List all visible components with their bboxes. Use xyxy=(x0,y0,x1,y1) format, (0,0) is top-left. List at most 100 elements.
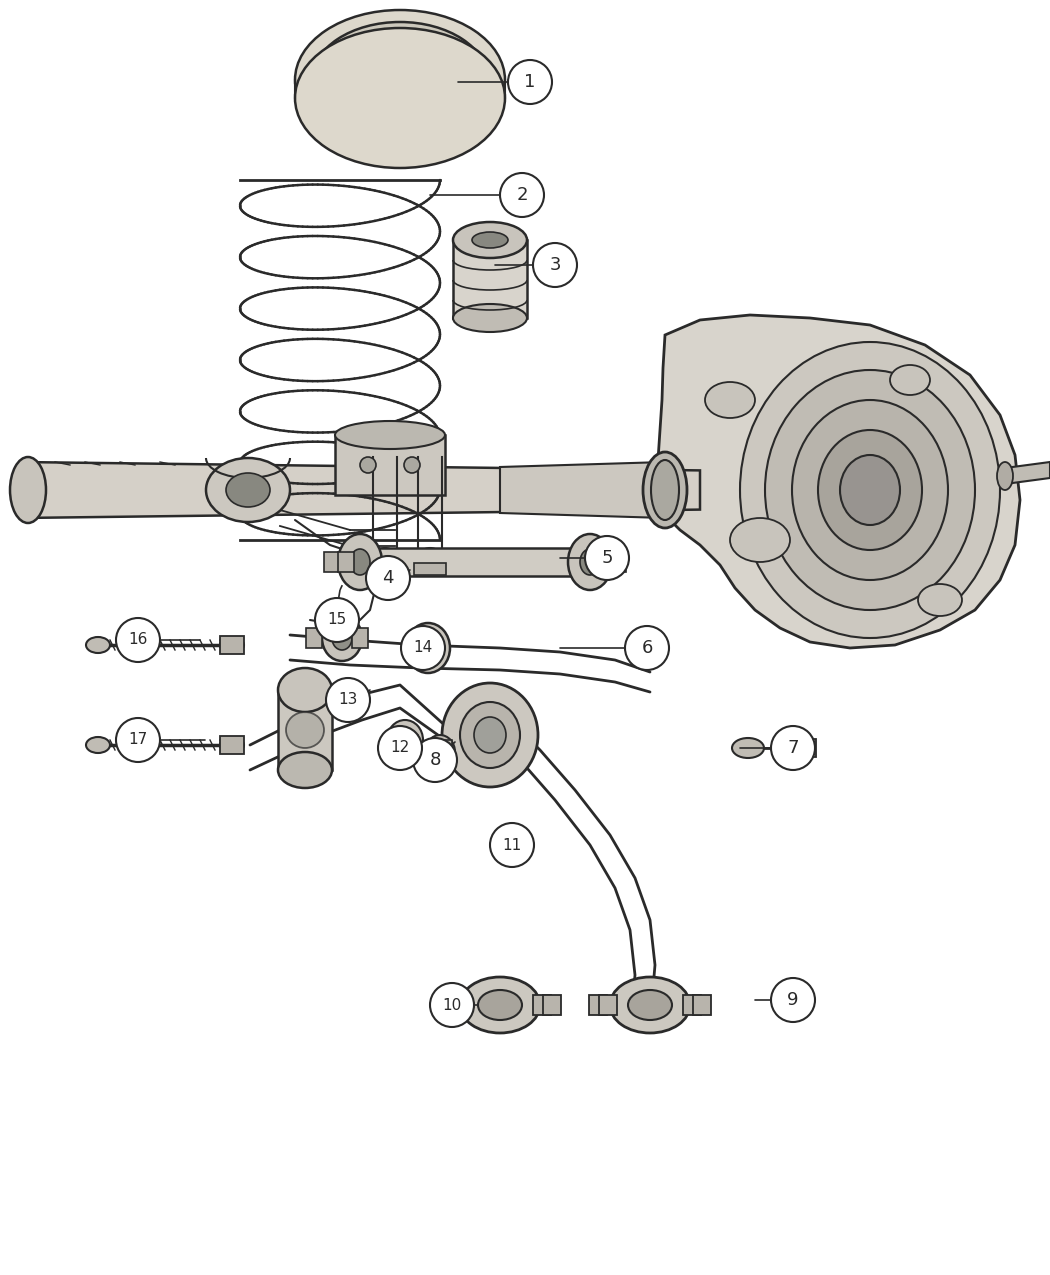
Circle shape xyxy=(500,173,544,217)
Text: 17: 17 xyxy=(128,733,148,747)
Text: 15: 15 xyxy=(328,612,347,627)
Ellipse shape xyxy=(332,626,352,650)
Polygon shape xyxy=(20,462,700,518)
Polygon shape xyxy=(335,435,445,495)
Ellipse shape xyxy=(442,683,538,787)
Circle shape xyxy=(508,60,552,105)
Circle shape xyxy=(430,983,474,1026)
Text: 10: 10 xyxy=(442,997,462,1012)
Circle shape xyxy=(401,626,445,669)
Polygon shape xyxy=(1005,462,1050,485)
Ellipse shape xyxy=(220,737,244,754)
Ellipse shape xyxy=(740,342,1000,638)
Ellipse shape xyxy=(460,703,520,768)
Ellipse shape xyxy=(404,456,420,473)
Ellipse shape xyxy=(226,473,270,507)
Polygon shape xyxy=(500,462,665,518)
Ellipse shape xyxy=(705,382,755,418)
Polygon shape xyxy=(352,629,367,648)
Ellipse shape xyxy=(478,989,522,1020)
Circle shape xyxy=(625,626,669,669)
Ellipse shape xyxy=(10,456,46,523)
Polygon shape xyxy=(533,994,551,1015)
Ellipse shape xyxy=(890,365,930,395)
Bar xyxy=(369,564,401,575)
Ellipse shape xyxy=(474,717,506,754)
Circle shape xyxy=(771,978,815,1023)
Ellipse shape xyxy=(568,534,612,590)
Ellipse shape xyxy=(453,222,527,258)
Ellipse shape xyxy=(338,38,462,122)
Ellipse shape xyxy=(278,752,332,788)
Polygon shape xyxy=(360,548,590,576)
Polygon shape xyxy=(598,994,617,1015)
Ellipse shape xyxy=(730,518,790,562)
Text: 1: 1 xyxy=(524,73,536,91)
Ellipse shape xyxy=(360,54,440,107)
Text: 5: 5 xyxy=(602,550,613,567)
Ellipse shape xyxy=(840,455,900,525)
Polygon shape xyxy=(655,315,1020,648)
Text: 14: 14 xyxy=(414,640,433,655)
Polygon shape xyxy=(453,240,527,317)
Polygon shape xyxy=(220,736,244,754)
Ellipse shape xyxy=(338,534,382,590)
Circle shape xyxy=(413,738,457,782)
Ellipse shape xyxy=(335,421,445,449)
Polygon shape xyxy=(693,994,711,1015)
Polygon shape xyxy=(306,629,322,648)
Text: 3: 3 xyxy=(549,256,561,274)
Text: 9: 9 xyxy=(788,991,799,1009)
Circle shape xyxy=(378,725,422,770)
Text: 4: 4 xyxy=(382,569,394,586)
Ellipse shape xyxy=(610,977,690,1033)
Circle shape xyxy=(315,598,359,643)
Polygon shape xyxy=(793,740,816,757)
Polygon shape xyxy=(589,994,607,1015)
Polygon shape xyxy=(338,552,354,572)
Ellipse shape xyxy=(453,303,527,332)
Ellipse shape xyxy=(580,550,600,575)
Ellipse shape xyxy=(998,462,1013,490)
Ellipse shape xyxy=(918,584,962,616)
Ellipse shape xyxy=(295,28,505,168)
Ellipse shape xyxy=(278,668,332,711)
Text: 2: 2 xyxy=(517,186,528,204)
Polygon shape xyxy=(439,994,457,1015)
Circle shape xyxy=(366,556,410,601)
Text: 16: 16 xyxy=(128,632,148,648)
Circle shape xyxy=(116,618,160,662)
Circle shape xyxy=(771,725,815,770)
Text: 13: 13 xyxy=(338,692,358,708)
Ellipse shape xyxy=(86,638,110,653)
Bar xyxy=(414,564,446,575)
Ellipse shape xyxy=(378,65,422,96)
Ellipse shape xyxy=(643,453,687,528)
Polygon shape xyxy=(324,552,340,572)
Ellipse shape xyxy=(732,738,764,759)
Circle shape xyxy=(533,244,578,287)
Ellipse shape xyxy=(350,550,370,575)
Polygon shape xyxy=(278,690,332,770)
Polygon shape xyxy=(610,552,626,572)
Ellipse shape xyxy=(425,734,455,769)
Ellipse shape xyxy=(86,737,110,754)
Text: 6: 6 xyxy=(642,639,653,657)
Text: 12: 12 xyxy=(391,741,410,756)
Polygon shape xyxy=(449,994,467,1015)
Text: 8: 8 xyxy=(429,751,441,769)
Ellipse shape xyxy=(286,711,324,748)
Text: 7: 7 xyxy=(788,740,799,757)
Circle shape xyxy=(490,822,534,867)
Ellipse shape xyxy=(295,10,505,150)
Ellipse shape xyxy=(322,615,362,660)
Circle shape xyxy=(326,678,370,722)
Ellipse shape xyxy=(406,623,450,673)
Ellipse shape xyxy=(818,430,922,550)
Ellipse shape xyxy=(651,460,679,520)
Ellipse shape xyxy=(765,370,975,609)
Ellipse shape xyxy=(220,638,244,653)
Polygon shape xyxy=(543,994,561,1015)
Polygon shape xyxy=(682,994,701,1015)
Polygon shape xyxy=(220,636,244,654)
